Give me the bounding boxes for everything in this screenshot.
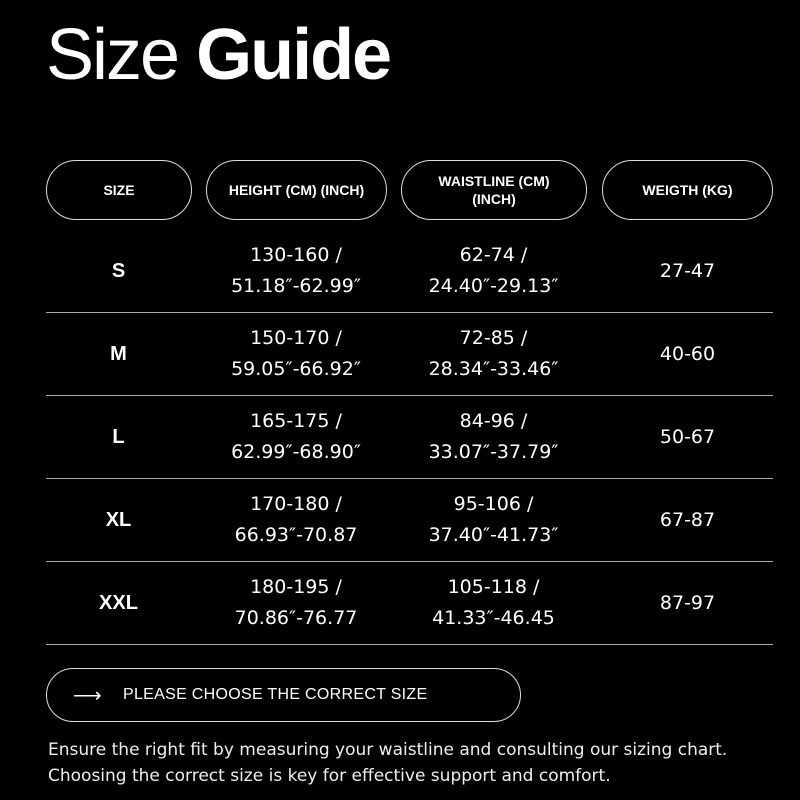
height-cell: 180-195 / 70.86″-76.77 xyxy=(206,562,386,644)
size-cell: S xyxy=(111,259,126,282)
page-title: Size Guide xyxy=(46,14,392,96)
title-light: Size xyxy=(46,15,180,95)
height-cell: 150-170 / 59.05″-66.92″ xyxy=(206,313,386,395)
height-cell: 170-180 / 66.93″-70.87 xyxy=(206,479,386,561)
height-cm: 165-175 / xyxy=(250,410,342,432)
header-waistline: WAISTLINE (CM) (INCH) xyxy=(401,160,587,220)
table-row: M 150-170 / 59.05″-66.92″ 72-85 / 28.34″-3… xyxy=(46,313,773,396)
waist-in: 41.33″-46.45 xyxy=(432,607,555,629)
weight-cell: 50-67 xyxy=(659,425,716,448)
height-cm: 130-160 / xyxy=(250,244,342,266)
size-cell: L xyxy=(112,425,125,448)
height-in: 59.05″-66.92″ xyxy=(231,358,361,380)
weight-cell: 40-60 xyxy=(659,342,716,365)
choose-size-button[interactable]: ⟶ PLEASE CHOOSE THE CORRECT SIZE xyxy=(46,668,521,722)
table-row: L 165-175 / 62.99″-68.90″ 84-96 / 33.07″-3… xyxy=(46,396,773,479)
table-row: XXL 180-195 / 70.86″-76.77 105-118 / 41.33… xyxy=(46,562,773,645)
waist-cell: 105-118 / 41.33″-46.45 xyxy=(401,562,586,644)
waist-in: 28.34″-33.46″ xyxy=(428,358,559,380)
table-row: XL 170-180 / 66.93″-70.87 95-106 / 37.40″-… xyxy=(46,479,773,562)
height-cm: 170-180 / xyxy=(250,493,342,515)
waist-cm: 84-96 / xyxy=(459,410,528,432)
header-size: SIZE xyxy=(46,160,192,220)
height-cm: 150-170 / xyxy=(250,327,342,349)
footer-text: Ensure the right fit by measuring your w… xyxy=(48,740,728,786)
header-height: HEIGHT (CM) (INCH) xyxy=(206,160,387,220)
title-bold: Guide xyxy=(196,15,392,95)
waist-cm: 95-106 / xyxy=(453,493,534,515)
header-weight: WEIGTH (KG) xyxy=(602,160,773,220)
size-cell: M xyxy=(110,342,127,365)
waist-in: 37.40″-41.73″ xyxy=(428,524,559,546)
height-cell: 130-160 / 51.18″-62.99″ xyxy=(206,230,386,312)
height-in: 70.86″-76.77 xyxy=(234,607,358,629)
weight-cell: 67-87 xyxy=(659,508,716,531)
size-cell: XL xyxy=(105,508,132,531)
waist-cell: 72-85 / 28.34″-33.46″ xyxy=(401,313,586,395)
waist-cell: 84-96 / 33.07″-37.79″ xyxy=(401,396,586,478)
waist-cm: 105-118 / xyxy=(447,576,540,598)
weight-cell: 27-47 xyxy=(659,259,716,282)
weight-cell: 87-97 xyxy=(659,591,716,614)
waist-cell: 62-74 / 24.40″-29.13″ xyxy=(401,230,586,312)
arrow-right-icon: ⟶ xyxy=(73,684,102,707)
choose-size-label: PLEASE CHOOSE THE CORRECT SIZE xyxy=(123,686,428,703)
waist-cell: 95-106 / 37.40″-41.73″ xyxy=(401,479,586,561)
height-in: 62.99″-68.90″ xyxy=(231,441,361,463)
waist-cm: 62-74 / xyxy=(459,244,528,266)
size-cell: XXL xyxy=(99,591,138,614)
waist-in: 33.07″-37.79″ xyxy=(428,441,559,463)
height-in: 51.18″-62.99″ xyxy=(231,275,361,297)
height-cell: 165-175 / 62.99″-68.90″ xyxy=(206,396,386,478)
waist-in: 24.40″-29.13″ xyxy=(428,275,559,297)
height-in: 66.93″-70.87 xyxy=(234,524,358,546)
height-cm: 180-195 / xyxy=(250,576,342,598)
table-row: S 130-160 / 51.18″-62.99″ 62-74 / 24.40″-2… xyxy=(46,230,773,313)
waist-cm: 72-85 / xyxy=(459,327,528,349)
